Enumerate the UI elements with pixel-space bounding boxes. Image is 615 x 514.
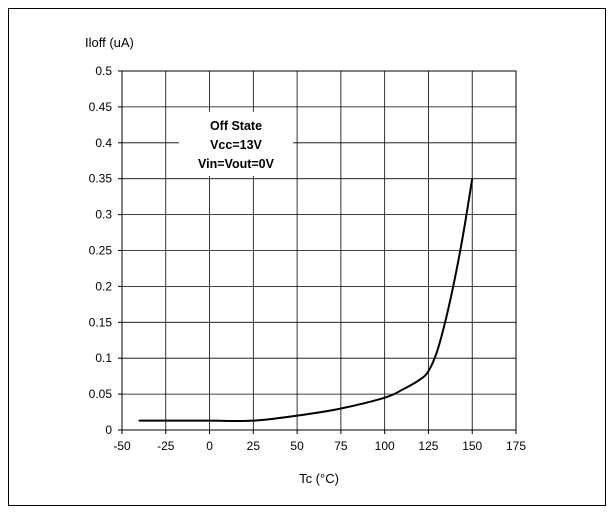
- series-line: [138, 177, 474, 423]
- y-tick-label: 0.5: [95, 64, 112, 78]
- x-tick-label: -50: [113, 439, 131, 453]
- x-axis-title: Tc (°C): [299, 471, 339, 486]
- y-tick-label: 0: [105, 423, 112, 437]
- y-tick-label: 0.05: [89, 387, 113, 401]
- x-tick-label: 0: [206, 439, 213, 453]
- chart-svg: -50 -25 0 25 50 75 100 125 150 175 0 0.05 0.1 0.15 0.2…: [85, 35, 527, 486]
- annotation-line: Vcc=13V: [210, 138, 262, 152]
- x-tick-label: 25: [247, 439, 261, 453]
- series-layer: [138, 177, 474, 423]
- y-tick-label: 0.1: [95, 351, 112, 365]
- chart-frame: -50 -25 0 25 50 75 100 125 150 175 0 0.05 0.1 0.15 0.2…: [8, 8, 606, 506]
- x-tick-label: 50: [290, 439, 304, 453]
- y-axis-title: Iloff (uA): [85, 35, 134, 50]
- y-tick-label: 0.4: [95, 136, 112, 150]
- x-tick-label: 125: [418, 439, 438, 453]
- x-tick-label: 175: [506, 439, 526, 453]
- annotation-layer: Off State Vcc=13V Vin=Vout=0V: [179, 112, 293, 176]
- annotation-line: Vin=Vout=0V: [198, 157, 275, 171]
- y-tick-label: 0.2: [95, 279, 112, 293]
- y-tick-label: 0.45: [89, 100, 113, 114]
- y-tick-label: 0.15: [89, 315, 113, 329]
- tick-layer: -50 -25 0 25 50 75 100 125 150 175 0 0.05 0.1 0.15 0.2…: [89, 64, 527, 453]
- x-tick-label: -25: [157, 439, 175, 453]
- y-tick-label: 0.25: [89, 244, 113, 258]
- y-tick-label: 0.35: [89, 172, 113, 186]
- page-fragment-top: [0, 0, 615, 6]
- x-tick-label: 150: [462, 439, 482, 453]
- x-tick-label: 75: [334, 439, 348, 453]
- annotation-box: [179, 112, 293, 176]
- annotation-line: Off State: [210, 119, 262, 133]
- y-tick-label: 0.3: [95, 208, 112, 222]
- x-tick-label: 100: [375, 439, 395, 453]
